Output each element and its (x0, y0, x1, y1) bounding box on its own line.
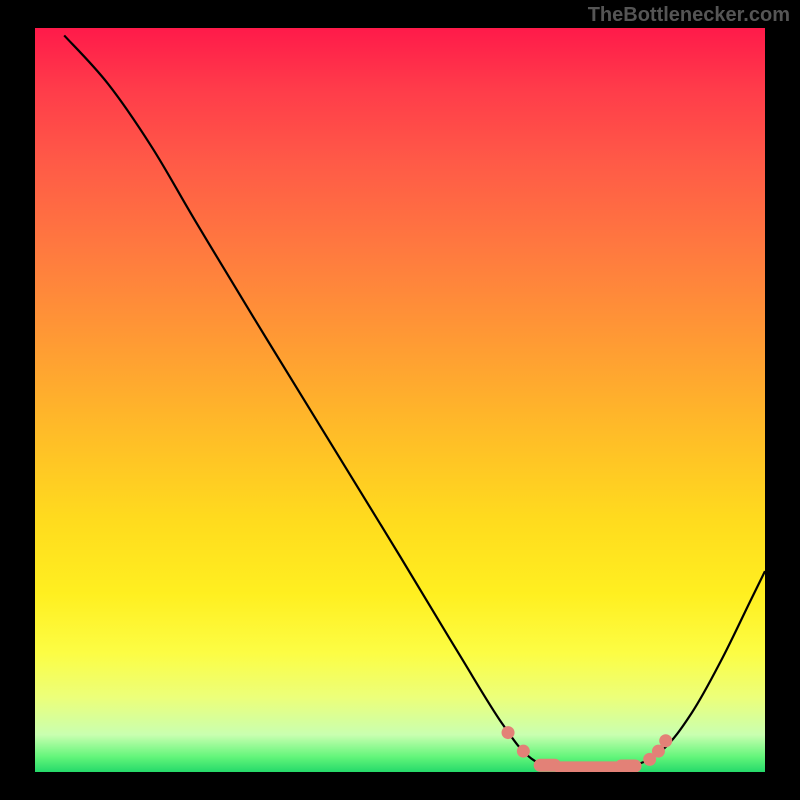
chart-svg (35, 28, 765, 772)
bottleneck-curve (64, 35, 765, 768)
marker-dot (517, 745, 530, 758)
marker-segment (615, 760, 642, 772)
marker-dot (502, 726, 515, 739)
chart-container: TheBottlenecker.com (0, 0, 800, 800)
overlay-markers (502, 726, 673, 772)
plot-area (35, 28, 765, 772)
marker-segment (554, 761, 622, 772)
marker-dot (659, 734, 672, 747)
watermark-text: TheBottlenecker.com (588, 4, 790, 27)
